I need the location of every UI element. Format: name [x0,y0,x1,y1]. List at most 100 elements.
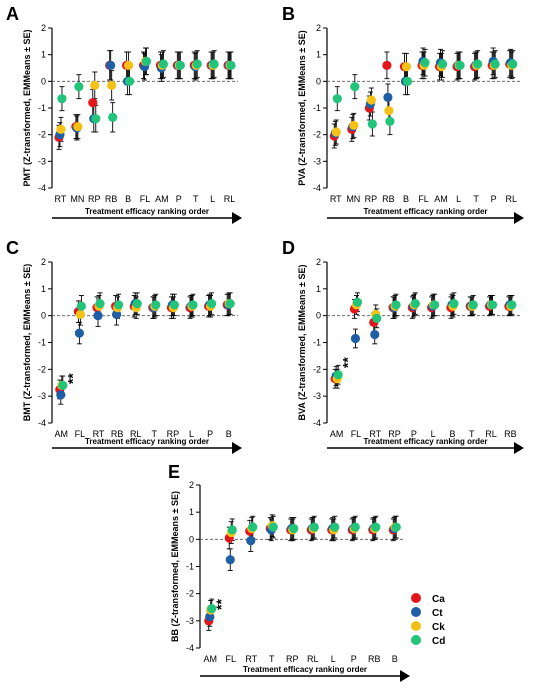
point-cd [402,76,413,86]
y-tick-label-b: 1 [316,50,321,60]
x-tick-label-a: MN [70,194,84,204]
point-cd [367,119,377,129]
x-tick-label-e: FL [225,654,236,664]
ranking-arrow-head-e [400,670,410,682]
x-tick-label-c: B [226,429,232,439]
y-tick-label-c: -1 [38,338,46,348]
point-cd [372,313,382,323]
legend-entry-ct: Ct [411,607,443,619]
point-cd [507,300,517,310]
x-tick-label-b: RT [330,194,342,204]
point-ck [123,60,134,70]
point-cd [330,522,340,532]
point-cd [350,522,360,532]
legend-label-ck: Ck [432,622,445,633]
x-tick-label-c: T [152,429,158,439]
x-tick-label-a: RL [224,194,236,204]
y-tick-label-e: 0 [189,534,194,544]
panel-letter-e: E [168,462,180,482]
point-ck [73,122,83,132]
point-ck [56,124,66,134]
point-ct [74,328,84,338]
x-tick-label-b: P [491,194,497,204]
point-cd [508,59,518,69]
y-axis-label-a: PMT (Z-transformed, EMMeans ± SE) [22,30,32,187]
point-cd [207,604,217,614]
legend-entry-ca: Ca [411,593,445,605]
x-tick-label-b: MN [346,194,360,204]
point-ct [350,333,361,344]
legend: Ca Ct Ck Cd [411,593,445,647]
y-axis-label-d: BVA (Z-transformed, EMMeans ± SE) [297,265,307,421]
legend-marker-ck [411,621,421,631]
legend-entry-cd: Cd [411,635,445,647]
point-cd [268,522,278,532]
point-cd [371,522,381,532]
x-tick-label-a: AM [155,194,169,204]
ranking-arrow-head-c [232,442,242,454]
point-ck [401,62,412,72]
x-tick-label-c: RB [111,429,124,439]
legend-label-ct: Ct [432,608,443,619]
data-points-c [55,292,235,405]
y-tick-label-c: 1 [41,284,46,294]
panel-b: B -4 -3 -2 -1 0 1 2 PVA (Z-transformed, EMMeans … [282,4,524,224]
point-cd [449,298,459,309]
point-ct [246,536,256,546]
point-cd [158,59,169,69]
point-cd [350,82,360,92]
point-cd [192,59,202,69]
data-points-d [330,292,517,389]
panel-letter-c: C [6,238,19,258]
panel-d: D -4 -3 -2 -1 0 1 2 BVA (Z-transformed, EMMeans … [282,238,524,454]
y-tick-label-a: 0 [41,76,46,86]
y-tick-label-e: -3 [186,616,194,626]
y-axis-label-c: BMT (Z-transformed, EMMeans ± SE) [22,264,32,421]
y-tick-label-d: -3 [313,391,321,401]
y-tick-label-d: -4 [313,418,321,428]
panel-letter-b: B [282,4,295,24]
point-cd [473,59,483,69]
point-cd [391,522,401,532]
x-tick-label-e: B [392,654,398,664]
significance-mark-d: ** [340,357,356,368]
y-tick-label-b: -3 [313,156,321,166]
x-tick-label-a: T [193,194,199,204]
y-tick-label-a: 2 [41,23,46,33]
x-tick-label-d: P [411,429,417,439]
point-ck [349,120,359,130]
x-tick-label-c: RP [167,429,180,439]
panel-letter-d: D [282,238,295,258]
x-tick-label-c: RL [130,429,142,439]
y-tick-label-a: -3 [38,156,46,166]
panel-e: E -4 -3 -2 -1 0 1 2 BB (Z-transformed, EMMeans ±… [168,462,410,682]
y-tick-label-d: 0 [316,311,321,321]
x-tick-label-b: RB [382,194,395,204]
x-tick-label-e: RL [307,654,319,664]
point-ct [205,612,215,622]
point-cd [468,300,478,310]
x-tick-label-a: RB [105,194,118,204]
y-tick-label-d: 2 [316,257,321,267]
x-tick-label-c: L [189,429,194,439]
y-tick-label-c: -3 [38,391,46,401]
point-ck [366,95,376,105]
data-points-e [204,514,401,631]
x-tick-label-d: RP [388,429,401,439]
point-cd [391,300,401,310]
point-ck [75,309,85,319]
point-cd [175,60,185,70]
y-tick-label-c: -4 [38,418,46,428]
x-tick-label-e: L [331,654,336,664]
point-cd [141,56,152,66]
x-axis-label-e: Treatment efficacy ranking order [243,665,367,674]
x-tick-label-a: P [176,194,182,204]
y-tick-label-e: -2 [186,589,194,599]
point-cd [420,58,430,68]
point-cd [487,300,498,310]
x-tick-label-b: AM [434,194,448,204]
x-axis-label-a: Treatment efficacy ranking order [85,207,209,216]
point-cd [333,370,343,380]
point-ct [93,311,103,321]
legend-label-cd: Cd [432,636,445,647]
